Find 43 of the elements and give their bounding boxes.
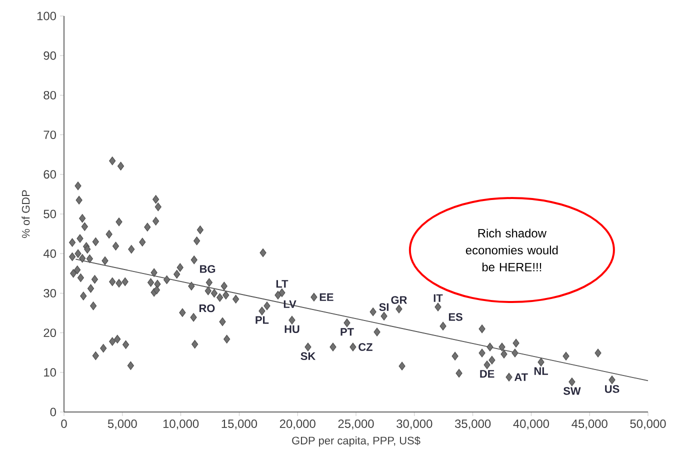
x-tick-label: 40,000 <box>513 420 550 430</box>
annotation: LT <box>276 280 288 288</box>
y-tick-label: 60 <box>44 170 56 179</box>
y-axis-title: % of GDP <box>22 190 30 238</box>
annotation: RO <box>199 304 215 312</box>
annotation: Rich shadow economies would be HERE!!! <box>466 228 558 272</box>
x-tick-label: 50,000 <box>630 420 666 430</box>
annotation: NL <box>534 367 548 375</box>
annotation: DE <box>480 370 494 378</box>
y-tick-label: 90 <box>44 51 56 60</box>
y-tick-label: 50 <box>44 210 56 218</box>
annotation: CZ <box>358 343 372 351</box>
x-tick-label: 10,000 <box>163 420 199 430</box>
annotation: GR <box>391 296 407 304</box>
y-tick-label: 10 <box>44 368 56 377</box>
annotation: PL <box>256 316 269 324</box>
annotation: IT <box>434 294 443 302</box>
x-tick-label: 5,000 <box>108 420 137 430</box>
y-tick-label: 70 <box>44 130 56 140</box>
x-tick-label: 35,000 <box>454 420 491 430</box>
x-tick-label: 45,000 <box>572 420 608 430</box>
x-tick-label: 15,000 <box>222 420 258 430</box>
y-tick-label: 0 <box>50 408 56 416</box>
annotation: ES <box>448 313 462 321</box>
x-tick-label: 30,000 <box>396 420 432 430</box>
annotation: SI <box>379 303 388 311</box>
x-tick-label: 0 <box>61 420 67 428</box>
y-tick-label: 40 <box>43 249 56 258</box>
y-tick-label: 100 <box>37 12 56 20</box>
annotation: SK <box>300 352 316 360</box>
x-tick-label: 25,000 <box>338 420 374 430</box>
y-tick-label: 30 <box>44 288 56 298</box>
x-tick-label: 20,000 <box>280 420 316 430</box>
annotation: PT <box>340 328 354 336</box>
annotation: AT <box>514 373 528 381</box>
annotation: SW <box>563 387 581 395</box>
y-tick-label: 80 <box>44 90 56 100</box>
annotation: US <box>605 385 620 393</box>
y-tick-label: 20 <box>44 328 56 338</box>
annotation: HU <box>284 325 300 333</box>
x-axis-title: GDP per capita, PPP, US$ <box>292 436 420 447</box>
annotation: EE <box>320 293 334 301</box>
annotation: BG <box>200 265 216 273</box>
